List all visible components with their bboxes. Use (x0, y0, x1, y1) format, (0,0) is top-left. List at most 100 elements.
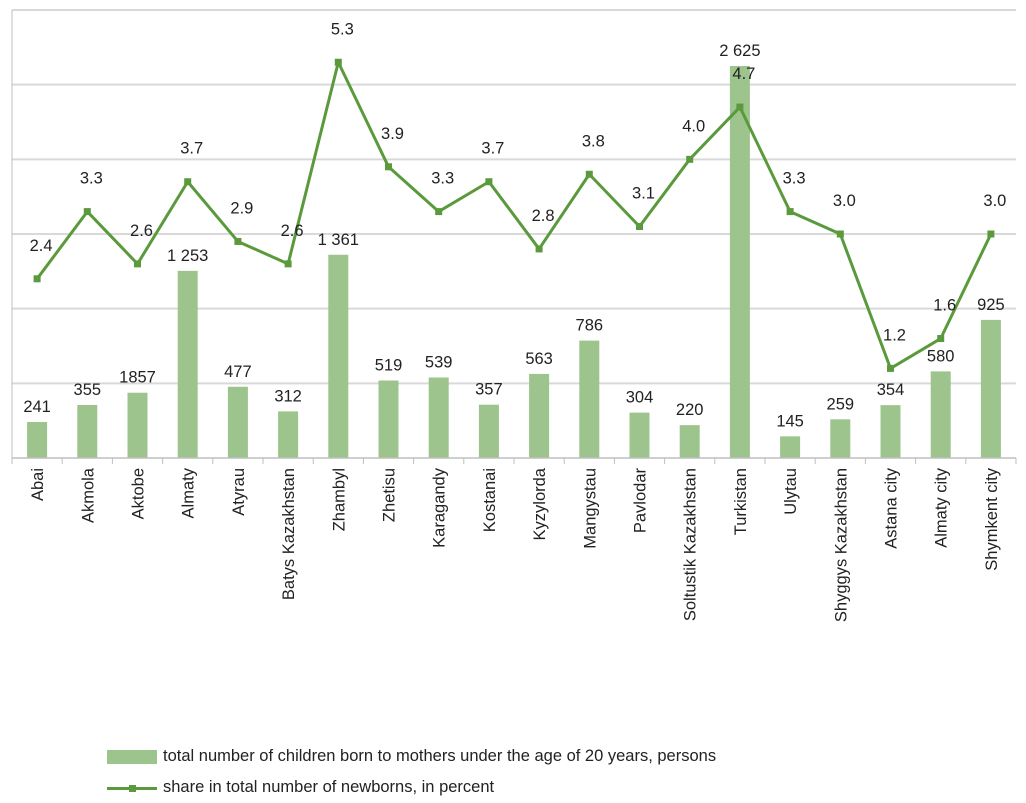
x-tick-label: Kyzylorda (531, 467, 549, 540)
line-point (385, 163, 392, 171)
bar-value-label: 477 (224, 363, 252, 381)
bar (780, 436, 801, 458)
bar-value-label: 145 (776, 412, 804, 430)
line-point (134, 260, 141, 268)
x-tick-label: Mangystau (581, 468, 599, 549)
x-tick-label: Almaty city (933, 467, 951, 548)
bar (679, 425, 700, 458)
line-value-label: 3.1 (632, 185, 655, 203)
line-point (585, 170, 593, 178)
line-value-label: 1.2 (883, 326, 906, 344)
x-tick-label: Zhetisu (381, 468, 399, 522)
bar-value-label: 2 625 (719, 42, 760, 60)
x-tick-label: Batys Kazakhstan (280, 468, 298, 600)
bar-value-label: 1857 (119, 369, 156, 387)
x-tick-label: Astana city (883, 467, 901, 548)
line-value-label: 3.0 (983, 192, 1006, 210)
bar-series (27, 66, 1001, 458)
legend-item-bars: total number of children born to mothers… (107, 747, 716, 766)
bar (830, 419, 851, 458)
bar-value-label: 580 (927, 347, 955, 365)
bar (227, 386, 248, 458)
line-series (33, 58, 995, 372)
line-value-label: 2.6 (130, 222, 153, 240)
line-value-label: 3.8 (582, 132, 605, 150)
line-point (184, 178, 192, 186)
bar (428, 377, 449, 458)
line-point (33, 275, 41, 283)
bar (177, 270, 198, 458)
line-point (284, 260, 292, 268)
data-labels: 241 355 1857 1 253 477 312 1 361 519 539 357 563 78… (23, 20, 1006, 430)
bar-value-label: 354 (877, 381, 905, 399)
line-value-label: 2.9 (230, 199, 253, 217)
bar (880, 405, 901, 458)
x-tick-label: Shymkent city (983, 467, 1001, 570)
x-tick-label: Karagandy (431, 467, 449, 548)
line-value-label: 2.8 (532, 207, 555, 225)
line-value-label: 4.0 (682, 117, 705, 135)
series-line (35, 60, 993, 370)
bar-value-label: 241 (23, 398, 51, 416)
legend-bar-label: total number of children born to mothers… (163, 747, 717, 765)
bar (930, 371, 951, 458)
bar-value-label: 304 (626, 389, 654, 407)
bar (980, 319, 1001, 458)
bar-value-label: 539 (425, 354, 453, 372)
line-value-label: 2.4 (30, 237, 53, 255)
line-value-label: 3.7 (481, 140, 504, 158)
line-point (937, 335, 945, 343)
x-tick-label: Shyggys Kazakhstan (832, 468, 850, 622)
x-tick-label: Atyrau (230, 468, 248, 516)
bar-value-label: 1 361 (318, 231, 359, 249)
line-value-label: 5.3 (331, 20, 354, 38)
x-tick-label: Abai (29, 468, 47, 501)
bar-value-label: 519 (375, 356, 403, 374)
bar (127, 392, 148, 458)
bar-value-label: 563 (525, 350, 553, 368)
x-tick-label: Soltustik Kazakhstan (682, 468, 700, 621)
bar-value-label: 925 (977, 296, 1005, 314)
line-value-label: 3.0 (833, 192, 856, 210)
line-value-label: 2.6 (281, 222, 304, 240)
legend-bar-swatch (107, 749, 157, 764)
line-point (887, 364, 894, 372)
line-point (535, 245, 543, 253)
bar (579, 340, 600, 458)
bar-value-label: 355 (74, 381, 102, 399)
x-tick-label: Almaty (180, 467, 198, 518)
bar-value-label: 312 (274, 387, 302, 405)
x-tick-label: Akmola (79, 467, 97, 523)
line-value-label: 3.7 (180, 140, 203, 158)
line-value-label: 3.9 (381, 125, 404, 143)
line-point (83, 208, 91, 216)
legend-line-label: share in total number of newborns, in pe… (163, 778, 495, 796)
bar (478, 404, 499, 458)
bar (529, 373, 550, 458)
line-point (435, 208, 443, 216)
line-point (334, 58, 342, 66)
line-point (987, 230, 995, 238)
x-tick-label: Ulytau (782, 468, 800, 515)
line-point (686, 155, 694, 163)
line-value-label: 3.3 (783, 170, 806, 188)
line-value-label: 4.7 (732, 65, 755, 83)
bar (77, 404, 98, 458)
line-value-label: 1.6 (933, 297, 956, 315)
line-point (786, 208, 794, 216)
bar (629, 412, 650, 458)
line-value-label: 3.3 (431, 170, 454, 188)
bar (729, 66, 750, 458)
combo-chart-svg: 241 355 1857 1 253 477 312 1 361 519 539 357 563 78… (11, 9, 1017, 622)
bar (27, 422, 48, 458)
x-tick-label: Aktobe (130, 468, 148, 519)
bar-value-label: 220 (676, 401, 704, 419)
x-tick-label: Kostanai (481, 468, 499, 532)
bar (328, 254, 349, 458)
x-axis: Abai Akmola Aktobe Almaty Atyrau Batys Kazakh… (11, 457, 1017, 622)
bar (378, 380, 399, 458)
bar-value-label: 1 253 (167, 247, 208, 265)
legend-line-swatch (107, 781, 157, 795)
legend-item-line: share in total number of newborns, in pe… (107, 778, 494, 797)
line-value-label: 3.3 (80, 170, 103, 188)
